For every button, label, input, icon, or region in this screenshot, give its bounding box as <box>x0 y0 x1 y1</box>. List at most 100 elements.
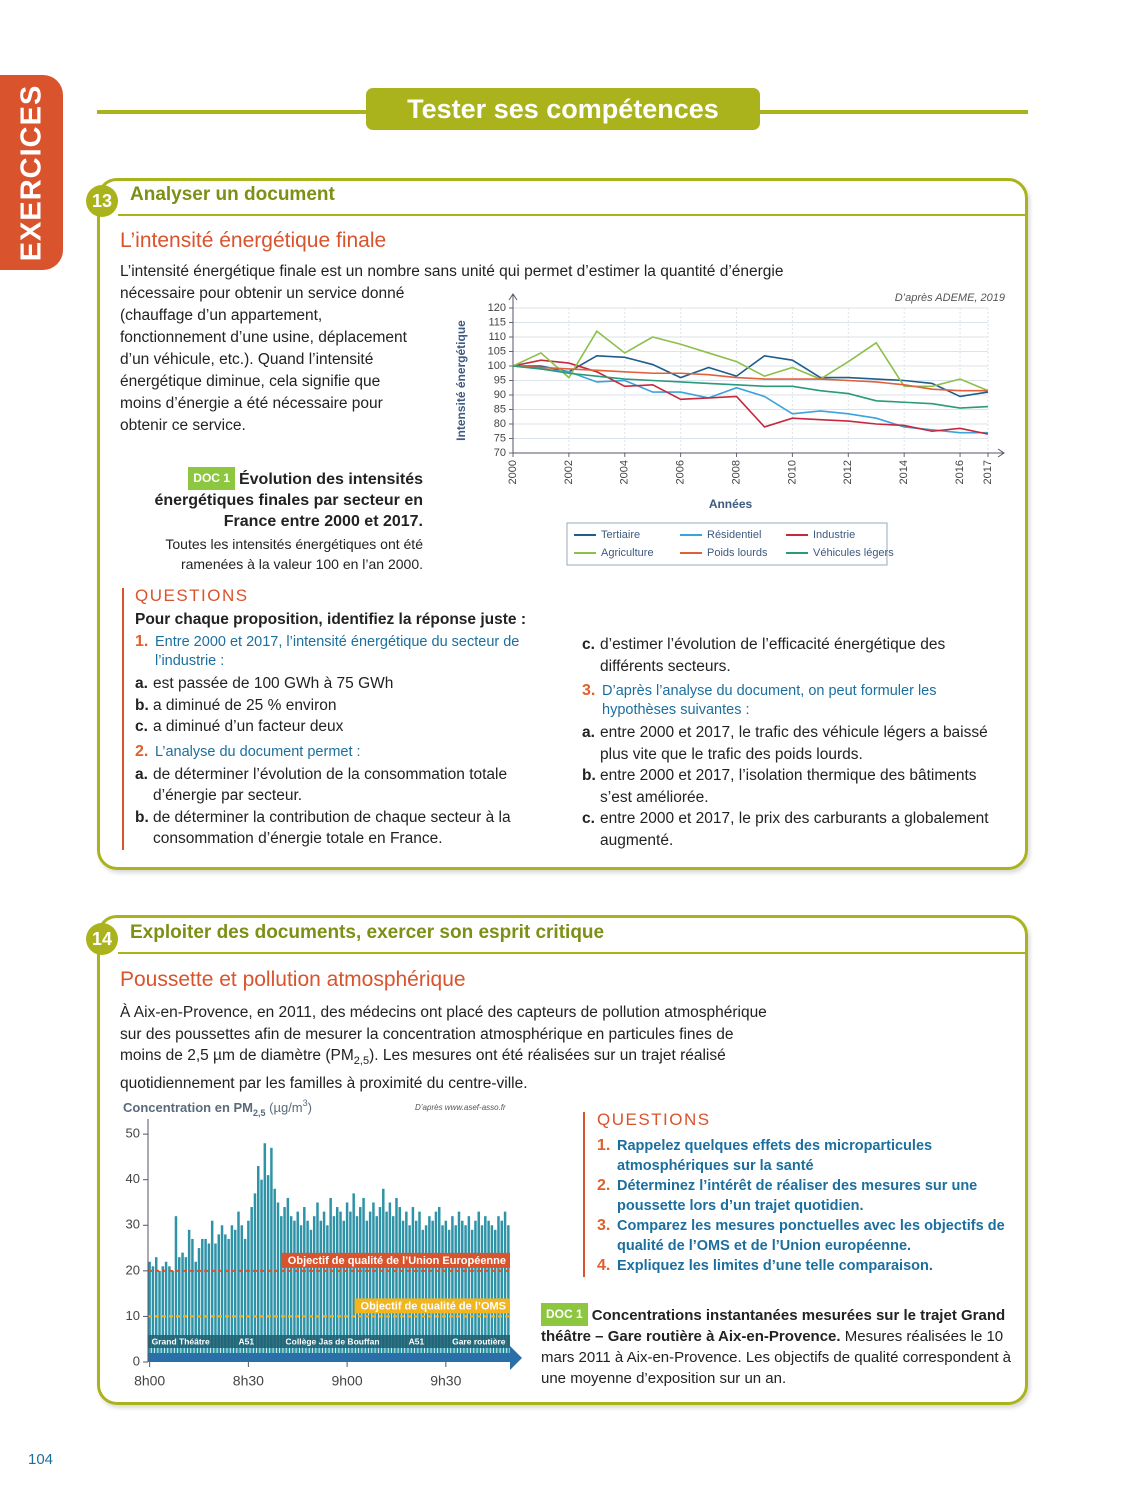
series-line <box>512 365 988 392</box>
y-tick-label: 75 <box>494 432 506 444</box>
reference-label-box <box>354 1298 510 1314</box>
bar <box>467 1216 471 1362</box>
intro-text: ). Les mesures ont été réalisées sur un … <box>120 1047 726 1092</box>
bar <box>414 1220 418 1362</box>
question-number: 2. <box>597 1177 611 1194</box>
questions-rule <box>583 1112 585 1277</box>
bar <box>286 1197 290 1362</box>
question-text: Rappelez quelques effets des micropartic… <box>617 1138 933 1174</box>
bar <box>253 1193 257 1362</box>
y-tick-label: 90 <box>494 389 506 401</box>
bar <box>230 1225 234 1362</box>
doc-label: DOC 1 <box>541 1303 588 1326</box>
option: c. entre 2000 et 2017, le prix des carbur… <box>582 808 1012 851</box>
bar <box>424 1225 428 1362</box>
bar <box>168 1266 171 1362</box>
y-tick-label: 40 <box>126 1171 140 1186</box>
option: c. a diminué d’un facteur deux <box>135 716 545 738</box>
bar <box>345 1202 349 1362</box>
page-title: Tester ses compétences <box>366 88 760 130</box>
bar <box>210 1220 214 1362</box>
bar <box>474 1220 477 1362</box>
series-line <box>512 359 989 435</box>
bar <box>283 1207 286 1362</box>
y-axis <box>508 293 518 453</box>
heading-rule <box>118 214 1028 216</box>
legend-label: Poids lourds <box>707 547 768 559</box>
x-axis-arrow <box>510 1346 522 1370</box>
legend-label: Résidentiel <box>707 529 761 541</box>
bar <box>293 1220 296 1362</box>
question: 1. Entre 2000 et 2017, l’intensité énergé… <box>135 632 545 671</box>
bar <box>217 1234 220 1362</box>
bar <box>411 1207 415 1362</box>
option-text: a diminué d’un facteur deux <box>153 718 344 735</box>
bar <box>372 1202 375 1362</box>
bar <box>319 1220 323 1362</box>
bar <box>280 1216 283 1362</box>
bar <box>296 1211 299 1362</box>
bar-chart: Concentration en PM2,5 (µg/m3) D’après ww… <box>123 1098 522 1389</box>
x-tick-label: 2002 <box>563 460 575 484</box>
bar <box>227 1238 230 1362</box>
series-line <box>512 365 989 409</box>
bar <box>500 1220 504 1362</box>
question-text: D’après l’analyse du document, on peut f… <box>602 683 937 718</box>
line-chart: 70 75 80 85 90 95 100 105 110 115 120 2000 2002 2004 2… <box>454 292 1005 566</box>
bar <box>352 1193 355 1362</box>
question-number: 2. <box>135 742 149 760</box>
legend-label: Agriculture <box>601 547 654 559</box>
question-text: Comparez les mesures ponctuelles avec le… <box>617 1218 1005 1254</box>
x-axis-label: Années <box>709 497 753 511</box>
x-tick-label: 2010 <box>786 460 798 484</box>
questions-list: 1. Rappelez quelques effets des micropart… <box>597 1136 1022 1276</box>
question: 1. Rappelez quelques effets des micropart… <box>597 1136 1022 1176</box>
bar <box>299 1225 303 1362</box>
bar <box>329 1197 332 1362</box>
bar <box>207 1243 211 1362</box>
y-tick-label: 115 <box>488 316 506 328</box>
bar <box>250 1207 253 1362</box>
bar <box>378 1207 382 1362</box>
option: a. de déterminer l’évolution de la consom… <box>135 764 545 807</box>
bar <box>322 1211 326 1362</box>
bar <box>178 1257 181 1362</box>
y-tick-label: 120 <box>488 302 506 314</box>
x-tick-label: 2016 <box>954 460 966 484</box>
doc-title: Évolution des intensités énergétiques fi… <box>154 471 423 530</box>
option-text: d’estimer l’évolution de l’efficacité én… <box>600 636 946 675</box>
chart-title-part: Concentration en PM <box>123 1100 253 1115</box>
x-axis <box>513 448 1005 458</box>
location-label: Grand Théâtre <box>152 1336 210 1346</box>
bar <box>276 1202 280 1362</box>
option: b. a diminué de 25 % environ <box>135 695 545 717</box>
legend-label: Tertiaire <box>601 529 640 541</box>
option-text: de déterminer l’évolution de la consomma… <box>153 765 508 805</box>
questions-column: 1. Entre 2000 et 2017, l’intensité énergé… <box>135 628 545 850</box>
legend-box <box>566 522 888 566</box>
page-number: 104 <box>28 1451 54 1468</box>
exercise-heading: Exploiter des documents, exercer son esp… <box>130 922 605 943</box>
exercise-number: 13 <box>86 185 118 217</box>
bar <box>263 1143 267 1362</box>
bar <box>368 1211 372 1362</box>
bar <box>233 1229 237 1362</box>
bar <box>339 1211 342 1362</box>
bar <box>312 1216 316 1362</box>
chart-title-part: (µg/m <box>266 1100 303 1115</box>
x-tick-label: 2008 <box>730 460 742 484</box>
bar <box>316 1202 319 1362</box>
bar <box>342 1220 346 1362</box>
bar <box>503 1211 507 1362</box>
y-tick-label: 80 <box>494 418 506 430</box>
questions-rule <box>122 588 124 850</box>
bar <box>309 1229 313 1362</box>
question-text: Déterminez l’intérêt de réaliser des mes… <box>617 1178 978 1214</box>
bar <box>418 1211 421 1362</box>
bar <box>349 1211 352 1362</box>
bar <box>197 1248 201 1362</box>
x-tick-label: 9h00 <box>332 1373 363 1389</box>
y-axis-label: Intensité énergétique <box>454 320 468 441</box>
series-line <box>513 355 989 398</box>
